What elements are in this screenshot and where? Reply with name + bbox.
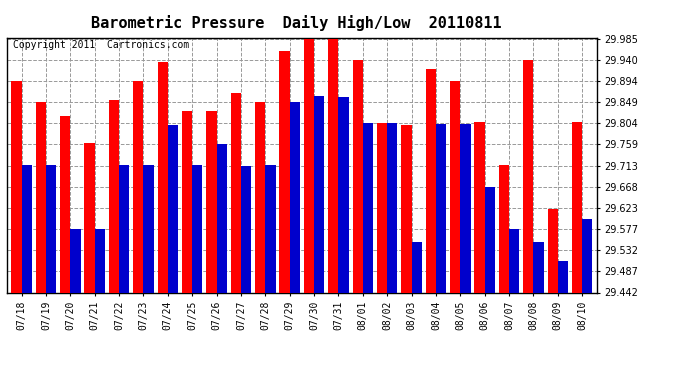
Bar: [11, 81, 21, 292]
Bar: [217, 144, 227, 292]
Bar: [377, 123, 387, 292]
Bar: [533, 242, 544, 292]
Text: Copyright 2011  Cartronics.com: Copyright 2011 Cartronics.com: [13, 40, 189, 50]
Text: Barometric Pressure  Daily High/Low  20110811: Barometric Pressure Daily High/Low 20110…: [91, 15, 502, 31]
Bar: [460, 124, 471, 292]
Bar: [290, 102, 300, 292]
Bar: [95, 230, 105, 292]
Bar: [84, 143, 95, 292]
Bar: [450, 81, 460, 292]
Bar: [193, 165, 202, 292]
Bar: [144, 165, 154, 292]
Bar: [338, 97, 348, 292]
Bar: [304, 39, 314, 292]
Bar: [46, 165, 56, 292]
Bar: [572, 122, 582, 292]
Bar: [70, 230, 81, 292]
Bar: [182, 111, 193, 292]
Bar: [484, 187, 495, 292]
Bar: [548, 209, 558, 292]
Bar: [266, 165, 275, 292]
Bar: [255, 102, 266, 292]
Bar: [168, 125, 178, 292]
Bar: [21, 165, 32, 292]
Bar: [558, 261, 568, 292]
Bar: [402, 125, 411, 292]
Bar: [157, 62, 168, 292]
Bar: [582, 219, 593, 292]
Bar: [387, 123, 397, 292]
Bar: [499, 165, 509, 292]
Bar: [109, 100, 119, 292]
Bar: [133, 81, 144, 292]
Bar: [353, 60, 363, 292]
Bar: [328, 39, 338, 292]
Bar: [363, 123, 373, 292]
Bar: [206, 111, 217, 292]
Bar: [475, 122, 484, 292]
Bar: [523, 60, 533, 292]
Bar: [314, 96, 324, 292]
Bar: [230, 93, 241, 292]
Bar: [60, 116, 70, 292]
Bar: [426, 69, 436, 292]
Bar: [509, 230, 520, 292]
Bar: [36, 102, 46, 292]
Bar: [241, 166, 251, 292]
Bar: [119, 165, 129, 292]
Bar: [279, 51, 290, 292]
Bar: [411, 242, 422, 292]
Bar: [436, 124, 446, 292]
